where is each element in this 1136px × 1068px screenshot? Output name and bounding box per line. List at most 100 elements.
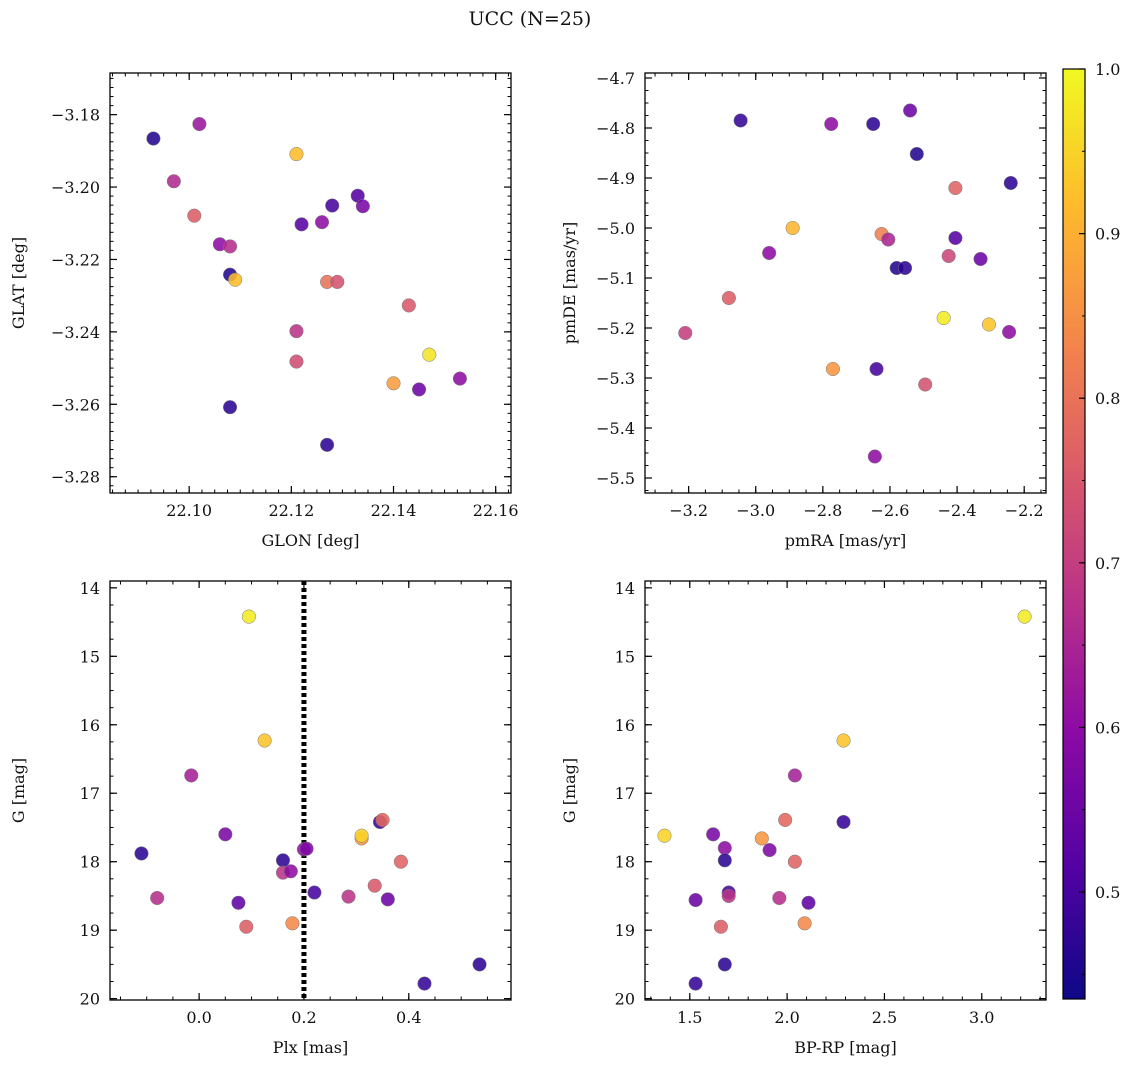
- x-tick-label: −2.6: [871, 501, 910, 520]
- axes-frame: [644, 72, 1047, 494]
- y-axis-label: G [mag]: [560, 758, 579, 823]
- data-point: [869, 361, 884, 377]
- y-tick-label: −5.0: [596, 219, 635, 238]
- data-point: [299, 841, 314, 856]
- colorbar-tick-label: 0.8: [1095, 389, 1120, 408]
- data-point: [824, 116, 839, 132]
- data-point: [948, 180, 963, 196]
- colorbar-tick-label: 0.6: [1095, 718, 1120, 737]
- y-tick-label: 16: [80, 716, 100, 735]
- data-point: [283, 864, 298, 879]
- panel-2: −3.2 −3.0 −2.8 −2.6 −2.4 −2.2 −4.7 −4.8 −4.9 −5.0…: [560, 69, 1047, 550]
- data-point: [787, 854, 802, 869]
- data-point: [772, 890, 787, 906]
- y-tick-label: −3.28: [51, 468, 100, 487]
- x-tick-label: −2.4: [938, 501, 977, 520]
- x-tick-label: 22.10: [166, 501, 212, 520]
- data-point: [898, 260, 913, 276]
- y-tick-label: −5.5: [596, 469, 635, 488]
- data-point: [341, 889, 356, 904]
- data-point: [187, 208, 202, 223]
- colorbar-tick-label: 0.5: [1095, 883, 1120, 902]
- data-point: [192, 117, 207, 132]
- data-point: [836, 733, 851, 748]
- x-tick-label: −3.0: [736, 501, 775, 520]
- data-point: [721, 888, 736, 903]
- data-point: [222, 239, 238, 254]
- y-axis-label: GLAT [deg]: [9, 237, 28, 329]
- y-tick-label: 19: [615, 921, 635, 940]
- data-point: [401, 298, 416, 313]
- y-axis-label: pmDE [mas/yr]: [560, 222, 579, 345]
- panel-1: 22.10 22.12 22.14 22.16 −3.18 −3.20 −3.22 −3.24…: [9, 72, 519, 550]
- data-point: [903, 103, 918, 118]
- data-point: [785, 220, 800, 236]
- data-point: [231, 895, 246, 910]
- data-point: [981, 317, 997, 332]
- panel-3: 0.0 0.2 0.4 14 15 16 17 18 19 20 Plx [mas] G [mag]: [9, 579, 512, 1057]
- y-tick-label: 20: [80, 990, 100, 1009]
- data-point: [762, 843, 777, 858]
- data-point: [222, 400, 238, 415]
- x-tick-label: 0.0: [186, 1008, 211, 1027]
- data-point: [134, 846, 149, 861]
- data-point: [717, 853, 732, 868]
- data-point: [688, 976, 703, 991]
- data-point: [713, 919, 728, 934]
- panel-4: 1.5 2.0 2.5 3.0 14 15 16 17 18 19 20 BP-RP [mag] G […: [560, 579, 1047, 1057]
- data-point: [797, 916, 812, 931]
- x-axis-label: BP-RP [mag]: [794, 1038, 896, 1057]
- x-tick-label: 2.0: [774, 1008, 799, 1027]
- data-point: [386, 376, 401, 391]
- data-point: [412, 382, 427, 397]
- y-tick-label: 15: [615, 647, 635, 666]
- y-tick-label: 18: [615, 853, 635, 872]
- data-point: [289, 147, 304, 162]
- data-point: [787, 768, 802, 783]
- data-point: [184, 768, 199, 783]
- data-point: [909, 146, 924, 162]
- x-tick-label: −2.8: [803, 501, 842, 520]
- y-tick-label: 14: [80, 579, 100, 598]
- data-point: [354, 828, 369, 843]
- colorbar-tick-label: 0.7: [1095, 554, 1120, 573]
- data-point: [375, 812, 390, 827]
- axes-frame: [109, 72, 512, 494]
- data-point: [166, 174, 181, 189]
- data-point: [733, 113, 748, 128]
- data-point: [866, 116, 881, 132]
- y-tick-label: −3.26: [51, 395, 100, 414]
- data-point: [285, 916, 300, 931]
- y-tick-label: −4.8: [596, 119, 635, 138]
- x-axis-label: GLON [deg]: [261, 531, 359, 550]
- axes-frame: [109, 580, 512, 1001]
- data-point: [146, 131, 161, 146]
- x-tick-label: 1.5: [677, 1008, 702, 1027]
- data-point: [706, 827, 721, 842]
- x-axis-label: pmRA [mas/yr]: [785, 531, 907, 550]
- data-point: [717, 840, 732, 856]
- data-point: [228, 272, 243, 287]
- data-point: [289, 354, 304, 369]
- x-tick-label: 0.2: [291, 1008, 316, 1027]
- data-point: [325, 198, 340, 213]
- data-point: [836, 814, 851, 830]
- x-tick-label: −3.2: [669, 501, 708, 520]
- colorbar-tick-label: 1.0: [1095, 60, 1120, 79]
- y-tick-label: 18: [80, 853, 100, 872]
- data-point: [241, 609, 256, 624]
- data-point: [778, 812, 793, 827]
- y-tick-label: −3.22: [51, 250, 100, 269]
- data-point: [1002, 324, 1017, 340]
- data-point: [422, 347, 437, 362]
- data-point: [417, 976, 432, 991]
- figure-title: UCC (N=25): [468, 8, 592, 30]
- data-point: [688, 892, 703, 908]
- data-point: [948, 230, 963, 246]
- data-point: [307, 885, 322, 900]
- data-point: [918, 377, 933, 392]
- data-point: [150, 890, 165, 906]
- colorbar-bar: [1062, 68, 1086, 1000]
- y-tick-label: −3.18: [51, 106, 100, 125]
- data-point: [472, 957, 487, 972]
